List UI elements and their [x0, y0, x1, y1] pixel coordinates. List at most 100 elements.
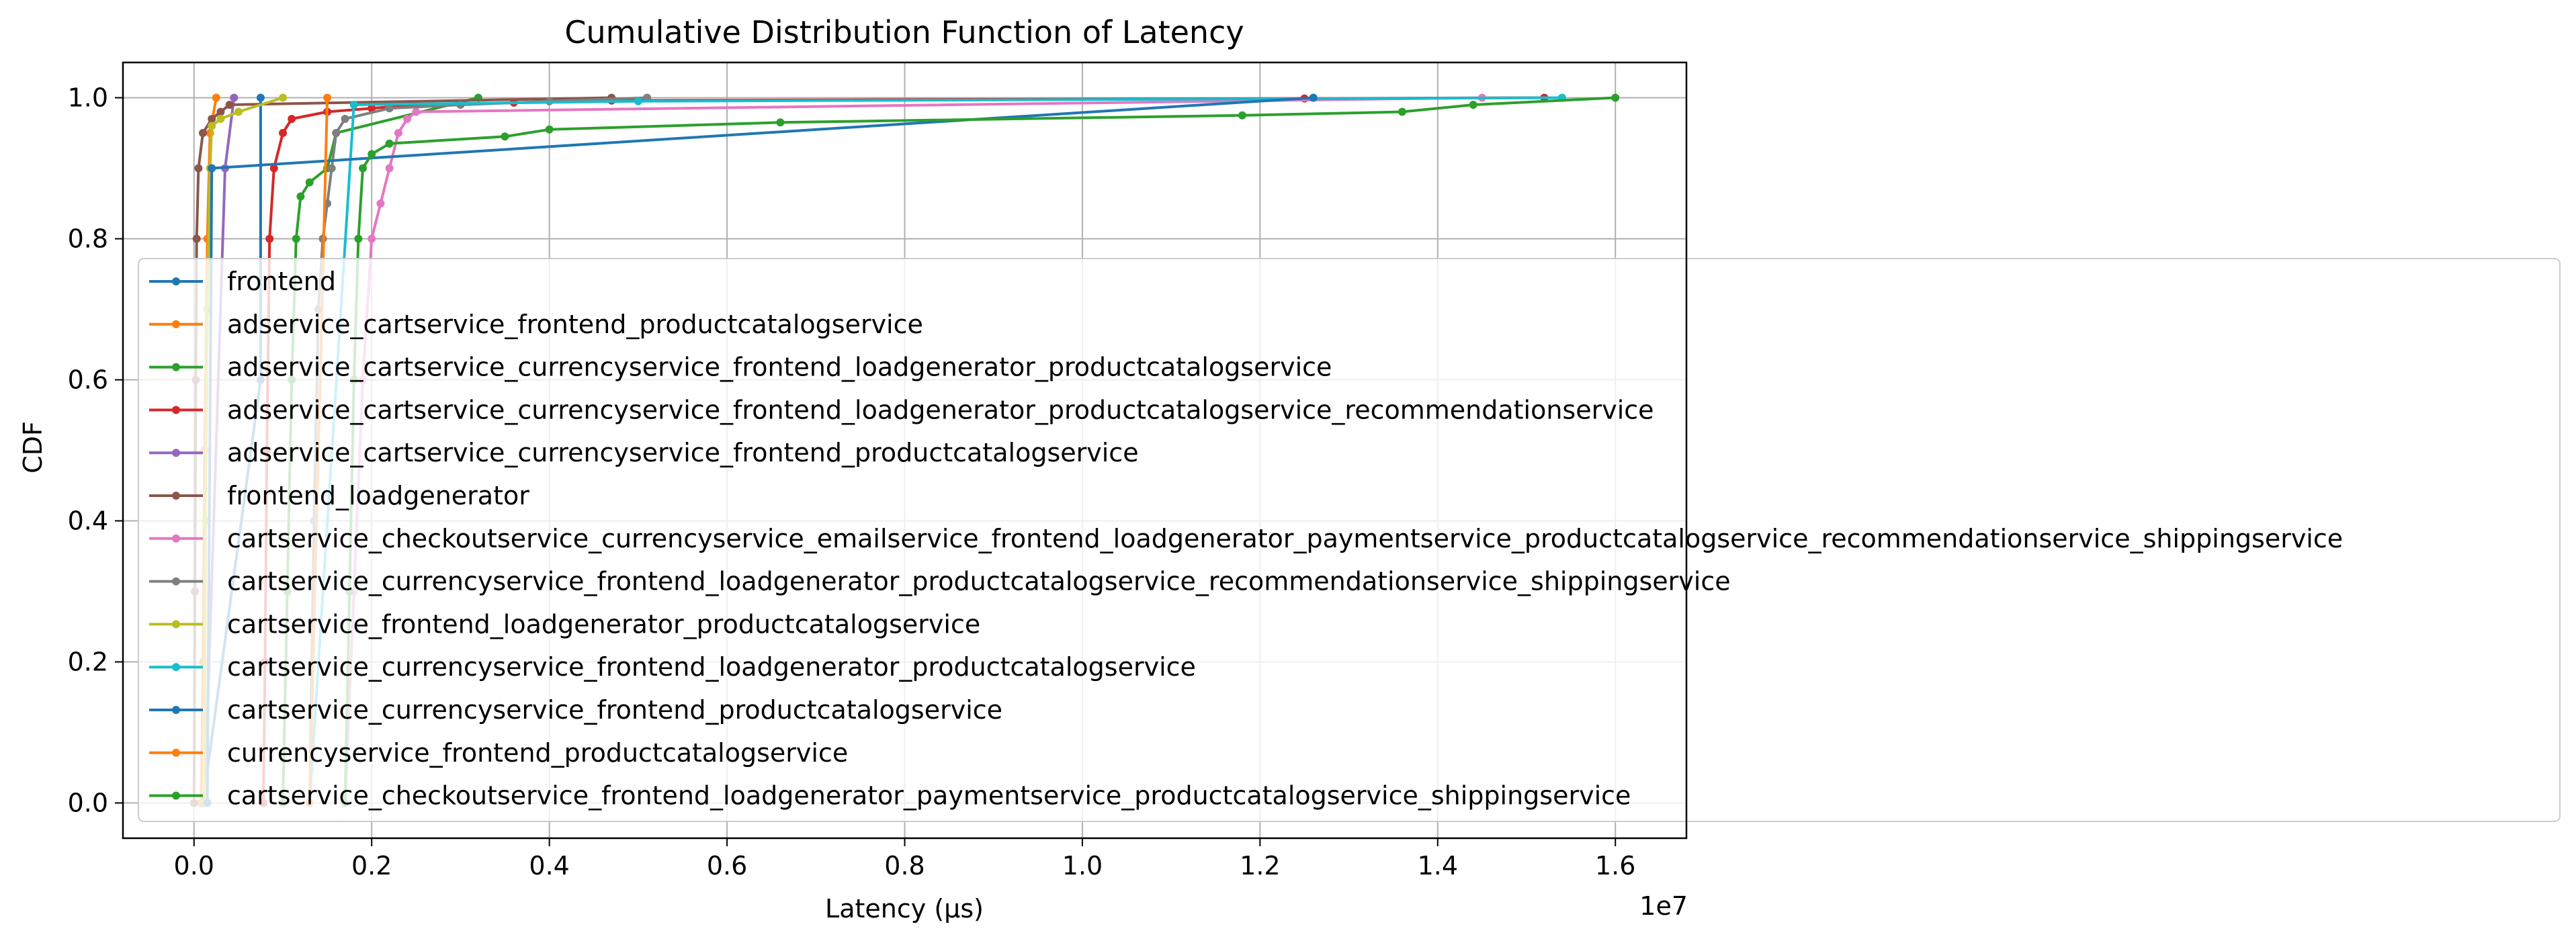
series-point: [199, 129, 207, 137]
series-point: [385, 139, 394, 148]
y-tick-label: 1.0: [68, 83, 108, 113]
legend-entry: adservice_cartservice_currencyservice_fr…: [149, 353, 1332, 382]
y-axis-label: CDF: [18, 421, 48, 474]
x-axis-offset-label: 1e7: [1639, 891, 1688, 921]
series-point: [288, 115, 296, 123]
series-point: [368, 104, 376, 113]
legend-box: [138, 258, 2561, 822]
legend-swatch-marker: [172, 277, 180, 285]
series-point: [385, 164, 394, 173]
legend-entry: cartservice_checkoutservice_frontend_loa…: [149, 781, 1631, 811]
legend-swatch-marker: [172, 577, 180, 586]
legend-entry: adservice_cartservice_currencyservice_fr…: [149, 438, 1139, 467]
series-point: [341, 115, 349, 123]
legend-label: cartservice_currencyservice_frontend_loa…: [227, 567, 1731, 596]
series-point: [230, 93, 239, 102]
y-tick-label: 0.8: [68, 224, 108, 254]
legend: frontend adservice_cartservice_frontend_p…: [138, 258, 2561, 822]
legend-entry: cartservice_checkoutservice_currencyserv…: [149, 524, 2343, 553]
legend-label: frontend_loadgenerator: [227, 481, 529, 510]
series-point: [349, 101, 358, 109]
legend-entry: frontend_loadgenerator: [149, 481, 529, 510]
series-point: [265, 234, 274, 243]
series-point: [403, 115, 412, 123]
legend-entry: cartservice_currencyservice_frontend_loa…: [149, 567, 1731, 596]
series-point: [332, 129, 341, 137]
series-point: [208, 164, 216, 173]
y-tick-label: 0.4: [68, 506, 108, 536]
series-point: [368, 234, 376, 243]
series-point: [1611, 93, 1620, 102]
x-tick-label: 0.4: [529, 851, 569, 881]
series-point: [412, 107, 421, 116]
series-point: [194, 164, 203, 173]
legend-label: cartservice_currencyservice_frontend_pro…: [227, 695, 1002, 725]
series-point: [1469, 101, 1477, 109]
legend-entry: adservice_cartservice_currencyservice_fr…: [149, 395, 1654, 424]
series-point: [216, 115, 225, 123]
series-point: [296, 192, 305, 201]
series-point: [208, 115, 216, 123]
series-point: [323, 93, 332, 102]
legend-swatch-marker: [172, 791, 180, 800]
legend-swatch-marker: [172, 406, 180, 414]
series-point: [256, 93, 265, 102]
legend-label: cartservice_frontend_loadgenerator_produ…: [227, 609, 980, 639]
legend-label: cartservice_checkoutservice_currencyserv…: [227, 524, 2343, 553]
chart-title: Cumulative Distribution Function of Late…: [564, 14, 1244, 50]
series-point: [279, 129, 287, 137]
x-tick-label: 0.6: [707, 851, 747, 881]
series-point: [225, 101, 234, 109]
legend-swatch-marker: [172, 492, 180, 500]
legend-entry: adservice_cartservice_frontend_productca…: [149, 310, 923, 339]
x-tick-label: 0.8: [884, 851, 925, 881]
y-tick-label: 0.2: [68, 647, 108, 677]
x-tick-label: 1.2: [1240, 851, 1280, 881]
legend-label: currencyservice_frontend_productcatalogs…: [227, 738, 848, 768]
legend-label: adservice_cartservice_currencyservice_fr…: [227, 395, 1654, 424]
legend-swatch-marker: [172, 534, 180, 543]
series-point: [394, 129, 402, 137]
series-point: [269, 164, 278, 173]
legend-entry: cartservice_frontend_loadgenerator_produ…: [149, 609, 980, 639]
series-point: [368, 150, 376, 159]
series-point: [634, 97, 642, 105]
series-point: [643, 93, 652, 102]
legend-label: adservice_cartservice_frontend_productca…: [227, 310, 923, 339]
series-point: [385, 104, 394, 113]
series-point: [545, 125, 554, 134]
series-point: [359, 164, 367, 173]
legend-entry: frontend: [149, 267, 336, 296]
legend-swatch-marker: [172, 748, 180, 757]
series-point: [216, 107, 225, 116]
x-tick-label: 0.0: [174, 851, 214, 881]
legend-label: adservice_cartservice_currencyservice_fr…: [227, 438, 1139, 467]
legend-swatch-marker: [172, 320, 180, 328]
series-point: [376, 199, 385, 208]
series-point: [212, 93, 220, 102]
series-point: [776, 118, 785, 127]
series-point: [1309, 93, 1318, 102]
legend-swatch-marker: [172, 449, 180, 457]
axis-ticks: 0.0 0.2 0.4 0.6 0.8 1.0 1.2 1.4 1.6 0.0 0.2 0.4 0.6 0…: [68, 83, 1636, 881]
legend-label: frontend: [227, 267, 336, 296]
series-point: [208, 122, 216, 130]
series-point: [354, 234, 363, 243]
x-axis-label: Latency (µs): [825, 894, 984, 924]
series-point: [1238, 111, 1246, 120]
legend-swatch-marker: [172, 363, 180, 371]
x-tick-label: 0.2: [351, 851, 392, 881]
x-tick-label: 1.6: [1595, 851, 1635, 881]
series-point: [292, 234, 300, 243]
x-tick-label: 1.0: [1062, 851, 1103, 881]
series-point: [234, 107, 243, 116]
legend-label: cartservice_checkoutservice_frontend_loa…: [227, 781, 1631, 811]
legend-entry: currencyservice_frontend_productcatalogs…: [149, 738, 848, 768]
legend-swatch-marker: [172, 620, 180, 629]
series-point: [279, 93, 287, 102]
series-point: [192, 234, 201, 243]
series-point: [305, 178, 314, 187]
legend-swatch-marker: [172, 663, 180, 672]
legend-label: adservice_cartservice_currencyservice_fr…: [227, 353, 1332, 382]
